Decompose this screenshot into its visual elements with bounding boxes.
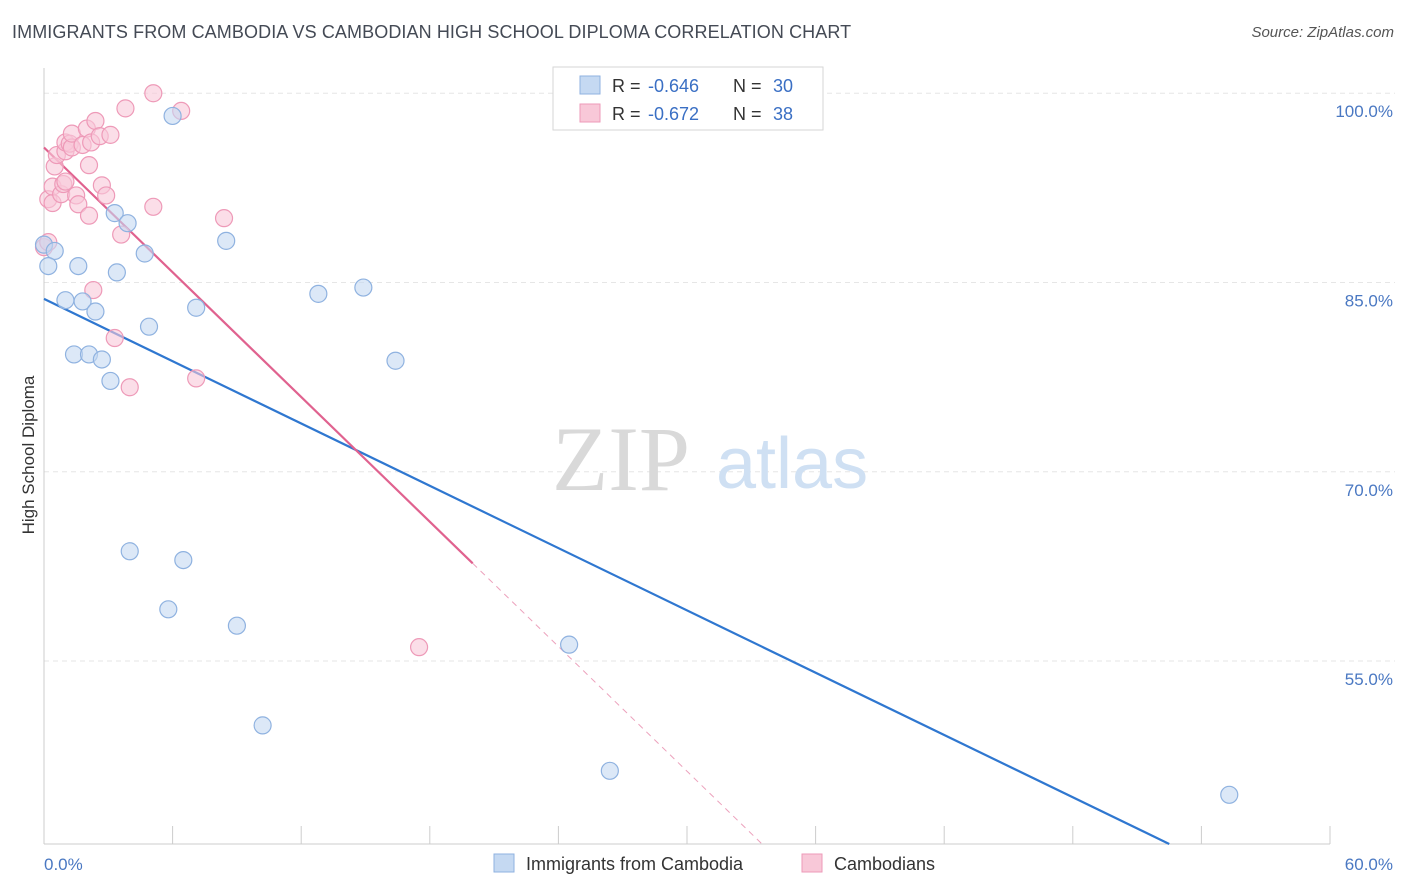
blue-data-point <box>253 716 272 735</box>
legend-swatch-pink <box>579 103 601 123</box>
legend-pink-n-label: N = <box>733 104 762 124</box>
pink-data-point <box>187 369 206 388</box>
pink-data-point <box>214 209 234 228</box>
blue-data-point <box>159 600 178 619</box>
pink-trendline-extension <box>472 562 763 845</box>
blue-data-point <box>600 761 619 780</box>
series-legend-label-pink: Cambodians <box>834 854 935 874</box>
legend-blue-n-value: 30 <box>773 76 793 96</box>
pink-data-point <box>120 378 139 397</box>
legend-swatch-blue <box>579 75 601 95</box>
blue-data-point <box>69 257 88 276</box>
y-tick-label: 70.0% <box>1345 481 1393 500</box>
blue-data-point <box>107 263 126 282</box>
blue-data-point <box>86 302 105 321</box>
blue-data-point <box>174 550 193 570</box>
legend-blue-r-value: -0.646 <box>648 76 699 96</box>
pink-data-point <box>409 638 429 657</box>
blue-data-point <box>163 106 182 126</box>
blue-data-point <box>105 204 124 223</box>
blue-data-point <box>39 257 58 276</box>
pink-data-point <box>105 328 124 348</box>
series-legend-swatch-pink <box>801 853 823 873</box>
blue-data-point <box>139 317 159 336</box>
pink-data-point <box>97 186 116 205</box>
legend-pink-r-value: -0.672 <box>648 104 699 124</box>
legend-pink-n-value: 38 <box>773 104 793 124</box>
watermark-atlas: atlas <box>716 424 868 504</box>
y-tick-label: 85.0% <box>1345 292 1393 311</box>
pink-data-point <box>86 111 105 131</box>
legend-blue-n-label: N = <box>733 76 762 96</box>
watermark-zip: ZIP <box>552 408 690 510</box>
blue-trendline <box>43 297 1170 845</box>
blue-data-point <box>386 351 405 370</box>
pink-data-point <box>116 99 135 118</box>
y-axis-title: High School Diploma <box>19 375 38 534</box>
blue-data-point <box>45 241 64 261</box>
source-credit: Source: ZipAtlas.com <box>1251 24 1394 41</box>
series-legend: Immigrants from Cambodia Cambodians <box>493 853 935 874</box>
x-tick-label-min: 0.0% <box>44 855 83 874</box>
watermark: ZIP atlas <box>552 408 868 510</box>
blue-data-point <box>560 635 579 654</box>
pink-data-point <box>144 197 163 216</box>
blue-data-point <box>1220 785 1239 804</box>
pink-data-point <box>69 195 88 214</box>
y-tick-label: 100.0% <box>1335 102 1393 121</box>
series-legend-swatch-blue <box>493 853 515 873</box>
blue-data-point <box>118 214 137 233</box>
blue-data-point <box>309 284 328 303</box>
pink-data-point <box>144 84 163 103</box>
blue-data-point <box>187 298 206 317</box>
blue-data-point <box>217 231 236 250</box>
blue-data-point <box>56 291 75 310</box>
blue-data-point <box>73 292 92 311</box>
blue-data-point <box>92 350 111 369</box>
pink-data-point <box>79 156 99 175</box>
blue-data-point <box>135 244 154 263</box>
gridlines <box>44 92 1395 662</box>
pink-data-point <box>56 172 75 191</box>
chart-title: IMMIGRANTS FROM CAMBODIA VS CAMBODIAN HI… <box>12 22 852 42</box>
blue-data-point <box>101 371 120 391</box>
series-legend-label-blue: Immigrants from Cambodia <box>526 854 744 874</box>
y-tick-label: 55.0% <box>1345 670 1393 689</box>
x-tick-label-max: 60.0% <box>1345 855 1393 874</box>
blue-data-point <box>227 616 246 635</box>
legend-pink-r-label: R = <box>612 104 641 124</box>
correlation-legend: R = -0.646 N = 30 R = -0.672 N = 38 <box>552 66 824 131</box>
data-points <box>34 84 1239 804</box>
blue-data-point <box>120 542 139 561</box>
legend-blue-r-label: R = <box>612 76 641 96</box>
pink-data-point <box>79 206 99 225</box>
blue-data-point <box>354 278 373 297</box>
pink-data-point <box>101 125 120 144</box>
axes: 55.0% 70.0% 85.0% 100.0% 0.0% 60.0% <box>43 68 1393 874</box>
pink-data-point <box>84 280 103 300</box>
